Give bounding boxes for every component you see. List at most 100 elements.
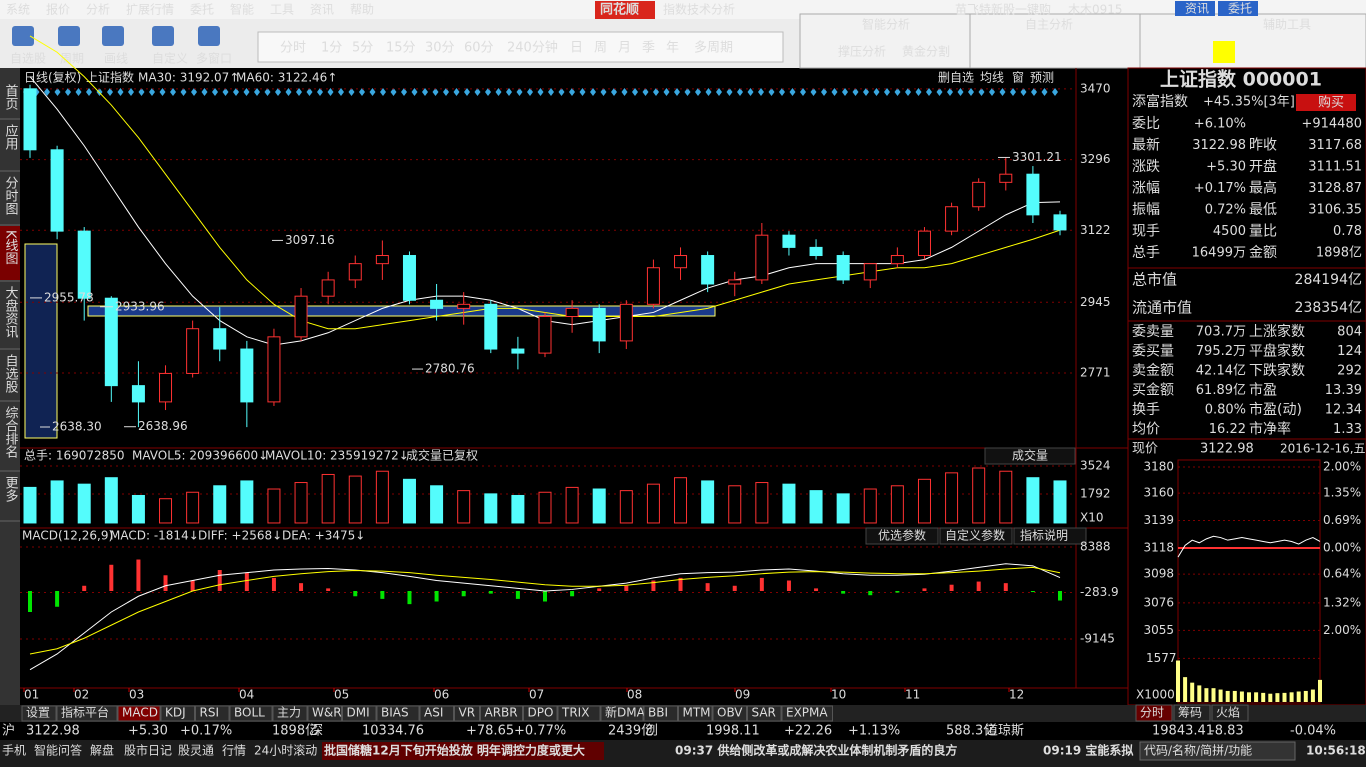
menu-item[interactable]: 扩展行情 (126, 3, 174, 17)
indicator-tab[interactable]: ASI (424, 706, 443, 720)
toolbar-button[interactable]: 多窗口 (196, 52, 232, 66)
intraday-tab-bg[interactable] (1135, 704, 1173, 722)
intraday-tab[interactable]: 火焰 (1216, 705, 1240, 720)
side-tab[interactable]: 首页 (3, 84, 19, 110)
top-button[interactable]: 委托 (1228, 2, 1252, 16)
toolbar-button[interactable]: 周期 (60, 52, 84, 66)
side-tab[interactable]: 自选股 (3, 354, 19, 394)
period-button[interactable]: 分时 (280, 41, 306, 56)
indicator-tab-bg[interactable] (21, 705, 57, 722)
menu-item[interactable]: 帮助 (350, 3, 374, 17)
indicator-tab[interactable]: BOLL (234, 706, 265, 720)
volume-selector[interactable] (984, 447, 1076, 465)
menu-item[interactable]: 资讯 (310, 3, 334, 17)
toolbar-button[interactable]: 自定义 (152, 51, 188, 66)
indicator-tab-bg[interactable] (747, 705, 782, 722)
macd-button[interactable]: 优选参数 (878, 528, 926, 543)
period-button[interactable]: 30分 (425, 41, 455, 56)
chart-button[interactable]: 均线 (980, 71, 1004, 85)
period-button[interactable]: 日 (570, 41, 583, 56)
indicator-tab[interactable]: EXPMA (786, 706, 828, 720)
menu-item[interactable]: 系统 (6, 3, 30, 17)
period-button[interactable]: 多周期 (694, 40, 733, 56)
indicator-tab-bg[interactable] (480, 705, 523, 722)
indicator-tab[interactable]: OBV (717, 706, 743, 720)
period-button[interactable]: 月 (618, 41, 631, 56)
period-button[interactable]: 5分 (352, 41, 373, 56)
indicator-tab[interactable]: ARBR (485, 706, 518, 720)
indicator-tab-bg[interactable] (376, 705, 420, 722)
chart-button[interactable]: 预测 (1030, 71, 1054, 85)
side-tab[interactable]: 大盘资讯 (3, 286, 19, 339)
indicator-tab-bg[interactable] (557, 705, 601, 722)
side-tab[interactable]: K线图 (3, 230, 19, 265)
indicator-tab-bg[interactable] (160, 705, 195, 722)
indicator-tab-bg[interactable] (56, 705, 118, 722)
indicator-tab-bg[interactable] (600, 705, 644, 722)
period-button[interactable]: 周 (594, 41, 607, 56)
indicator-tab-bg[interactable] (229, 705, 273, 722)
menu-item[interactable]: 分析 (86, 3, 110, 17)
toolbar-button[interactable]: 自选股 (10, 52, 46, 66)
indicator-tab[interactable]: MTM (683, 706, 711, 720)
indicator-tab-bg[interactable] (117, 705, 161, 722)
intraday-tab-bg[interactable] (1173, 704, 1211, 722)
indicator-tab[interactable]: RSI (200, 706, 220, 720)
indicator-tab-bg[interactable] (342, 705, 377, 722)
macd-button[interactable]: 指标说明 (1020, 528, 1068, 543)
search-box[interactable] (1139, 741, 1296, 761)
indicator-tab[interactable]: DMI (347, 706, 370, 720)
indicator-tab[interactable]: KDJ (165, 706, 186, 720)
period-button[interactable]: 15分 (386, 41, 416, 56)
indicator-tab-bg[interactable] (272, 705, 308, 722)
indicator-tab[interactable]: 新DMA (605, 705, 646, 720)
panel-button[interactable]: 撑压分析 (838, 44, 886, 59)
indicator-tab[interactable]: DPO (528, 706, 554, 720)
menu-item[interactable]: 报价 (46, 2, 70, 17)
intraday-tab[interactable]: 筹码 (1178, 706, 1202, 720)
menu-item[interactable]: 智能 (230, 2, 254, 17)
side-tab[interactable]: 综合排名 (3, 406, 19, 458)
period-button[interactable]: 240分钟 (507, 40, 558, 56)
indicator-tab-bg[interactable] (643, 705, 678, 722)
panel-button[interactable]: 黄金分割 (902, 44, 950, 59)
indicator-tab[interactable]: BIAS (381, 706, 409, 720)
macd-button[interactable]: 自定义参数 (945, 528, 1005, 543)
indicator-tab[interactable]: 指标平台 (61, 705, 109, 720)
indicator-tab[interactable]: VR (459, 706, 476, 720)
top-button[interactable]: 资讯 (1185, 2, 1209, 16)
chart-button[interactable]: 窗 (1012, 71, 1024, 85)
buy-button[interactable] (1296, 94, 1356, 111)
indicator-tab-bg[interactable] (419, 705, 454, 722)
indicator-tab[interactable]: BBI (648, 706, 668, 720)
indicator-tab-bg[interactable] (454, 705, 480, 722)
intraday-tab-bg[interactable] (1211, 704, 1249, 722)
chart-button[interactable]: 删自选 (938, 71, 974, 85)
period-button[interactable]: 年 (666, 41, 679, 56)
indicator-tab[interactable]: MACD (122, 706, 158, 720)
side-tab[interactable]: 更多 (3, 476, 19, 502)
macd-button-bg[interactable] (865, 527, 939, 545)
side-tab[interactable]: 应用 (3, 123, 19, 151)
toolbar-button[interactable]: 画线 (104, 52, 128, 66)
indicator-tab-bg[interactable] (781, 705, 833, 722)
buy-button[interactable]: 购买 (1318, 95, 1344, 111)
side-tab[interactable]: 分时图 (3, 176, 19, 215)
period-button[interactable]: 1分 (321, 41, 342, 56)
menu-item[interactable]: 委托 (190, 3, 214, 17)
indicator-tab-bg[interactable] (195, 705, 230, 722)
macd-button-bg[interactable] (1013, 527, 1087, 545)
indicator-tab[interactable]: 主力 (277, 706, 301, 720)
indicator-tab[interactable]: 设置 (26, 706, 50, 720)
period-button[interactable]: 季 (642, 41, 655, 56)
menu-item[interactable]: 工具 (270, 3, 294, 17)
indicator-tab-bg[interactable] (678, 705, 713, 722)
indicator-tab[interactable]: TRIX (561, 706, 589, 720)
indicator-tab-bg[interactable] (307, 705, 342, 722)
intraday-tab[interactable]: 分时 (1140, 706, 1164, 720)
period-button[interactable]: 60分 (464, 41, 494, 56)
indicator-tab[interactable]: SAR (752, 706, 776, 720)
indicator-tab-bg[interactable] (523, 705, 558, 722)
indicator-tab[interactable]: W&R (312, 706, 342, 720)
indicator-tab-bg[interactable] (712, 705, 747, 722)
